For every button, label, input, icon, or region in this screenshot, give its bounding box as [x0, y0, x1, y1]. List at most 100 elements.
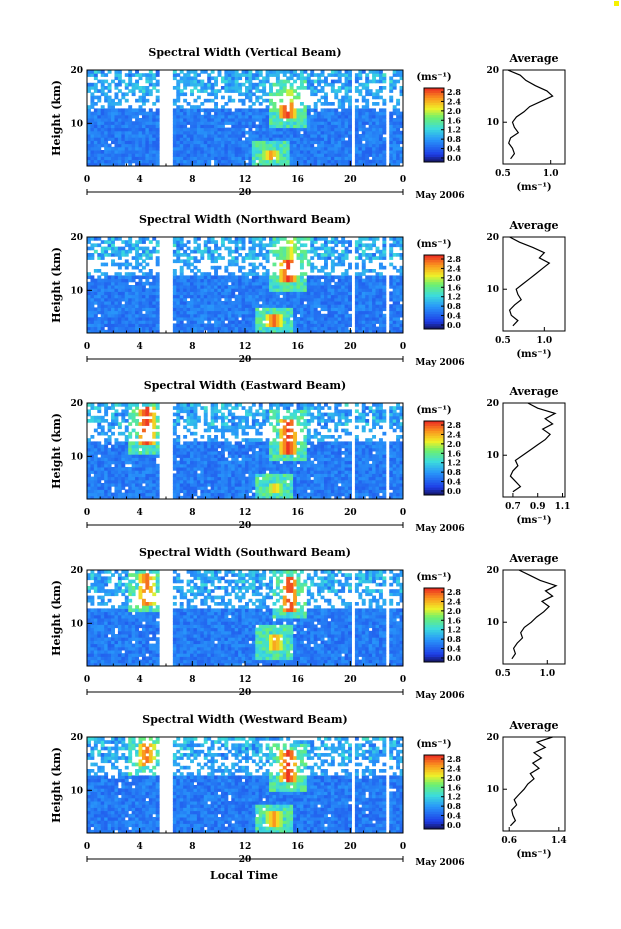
heatmap-cell: [121, 409, 126, 414]
heatmap-cell: [196, 143, 201, 148]
heatmap-cell: [365, 156, 370, 161]
heatmap-cell: [296, 140, 301, 145]
heatmap-cell: [107, 285, 112, 289]
heatmap-cell: [135, 294, 140, 299]
heatmap-cell: [104, 492, 109, 497]
heatmap-cell: [183, 278, 188, 283]
heatmap-cell: [361, 281, 366, 286]
heatmap-cell: [265, 143, 270, 148]
heatmap-cell: [131, 82, 136, 87]
heatmap-cell: [282, 237, 287, 241]
heatmap-cell: [361, 262, 366, 267]
heatmap-cell: [251, 243, 256, 248]
heatmap-cell: [203, 134, 208, 138]
heatmap-cell: [135, 130, 140, 135]
heatmap-cell: [104, 438, 109, 442]
heatmap-cell: [327, 121, 332, 125]
heatmap-cell: [299, 143, 304, 148]
heatmap-cell: [148, 285, 153, 289]
heatmap-cell: [344, 124, 349, 129]
heatmap-cell: [193, 249, 198, 254]
heatmap-cell: [313, 304, 318, 308]
heatmap-cell: [155, 127, 160, 132]
heatmap-cell: [100, 447, 105, 452]
heatmap-cell: [104, 114, 109, 119]
heatmap-cell: [135, 150, 140, 154]
heatmap-cell: [214, 272, 219, 276]
heatmap-cell: [378, 140, 383, 145]
heatmap-cell: [207, 76, 212, 81]
heatmap-cell: [265, 124, 270, 129]
heatmap-cell: [179, 130, 184, 135]
heatmap-cell: [207, 143, 212, 148]
heatmap-cell: [392, 291, 397, 296]
heatmap-cell: [265, 329, 270, 334]
heatmap-cell: [172, 479, 177, 484]
heatmap-cell: [348, 281, 352, 286]
heatmap-cell: [214, 297, 219, 302]
heatmap-cell: [279, 118, 284, 122]
heatmap-cell: [107, 134, 112, 138]
heatmap-cell: [354, 323, 359, 328]
heatmap-cell: [365, 153, 370, 157]
heatmap-cell: [234, 118, 239, 122]
heatmap-cell: [269, 288, 273, 292]
heatmap-cell: [382, 313, 387, 318]
heatmap-cell: [135, 412, 140, 417]
heatmap-cell: [107, 108, 112, 113]
panel-1: Spectral Width (Vertical Beam)Height (km…: [50, 46, 566, 201]
heatmap-cell: [289, 111, 294, 116]
heatmap-cell: [341, 310, 346, 315]
heatmap-cell: [310, 275, 315, 280]
heatmap-cell: [306, 323, 311, 328]
heatmap-cell: [200, 249, 205, 254]
heatmap-cell: [131, 495, 136, 500]
heatmap-cell: [114, 467, 119, 471]
heatmap-cell: [210, 240, 215, 244]
heatmap-cell: [248, 124, 253, 129]
heatmap-cell: [190, 281, 194, 286]
heatmap-cell: [148, 159, 153, 164]
heatmap-cell: [193, 320, 198, 324]
heatmap-cell: [138, 451, 143, 455]
heatmap-cell: [97, 114, 102, 119]
heatmap-cell: [378, 265, 383, 270]
heatmap-cell: [138, 409, 143, 414]
heatmap-cell: [275, 114, 280, 119]
heatmap-cell: [220, 323, 225, 328]
heatmap-cell: [220, 121, 225, 125]
heatmap-cell: [114, 486, 119, 490]
heatmap-cell: [265, 281, 270, 286]
heatmap-cell: [310, 134, 315, 138]
heatmap-cell: [114, 317, 119, 321]
heatmap-cell: [90, 281, 95, 286]
heatmap-cell: [186, 102, 191, 106]
heatmap-cell: [320, 143, 325, 148]
heatmap-cell: [269, 323, 273, 328]
heatmap-cell: [183, 162, 188, 167]
heatmap-cell: [375, 102, 380, 106]
heatmap-cell: [327, 301, 332, 305]
heatmap-cell: [245, 329, 249, 334]
heatmap-cell: [104, 470, 109, 474]
heatmap-cell: [251, 269, 256, 273]
heatmap-cell: [348, 143, 352, 148]
heatmap-cell: [344, 240, 349, 244]
colorbar-band: [424, 294, 444, 298]
heatmap-cell: [251, 137, 256, 141]
heatmap-cell: [176, 435, 181, 439]
heatmap-cell: [344, 143, 349, 148]
heatmap-cell: [265, 288, 270, 292]
heatmap-cell: [234, 281, 239, 286]
heatmap-cell: [286, 278, 291, 283]
heatmap-cell: [365, 150, 370, 154]
heatmap-cell: [227, 275, 232, 280]
heatmap-cell: [179, 243, 184, 248]
heatmap-cell: [227, 291, 232, 296]
heatmap-cell: [93, 95, 98, 100]
heatmap-cell: [97, 307, 102, 312]
heatmap-cell: [148, 492, 153, 497]
heatmap-cell: [176, 307, 181, 312]
heatmap-cell: [111, 457, 115, 462]
heatmap-cell: [117, 114, 122, 119]
